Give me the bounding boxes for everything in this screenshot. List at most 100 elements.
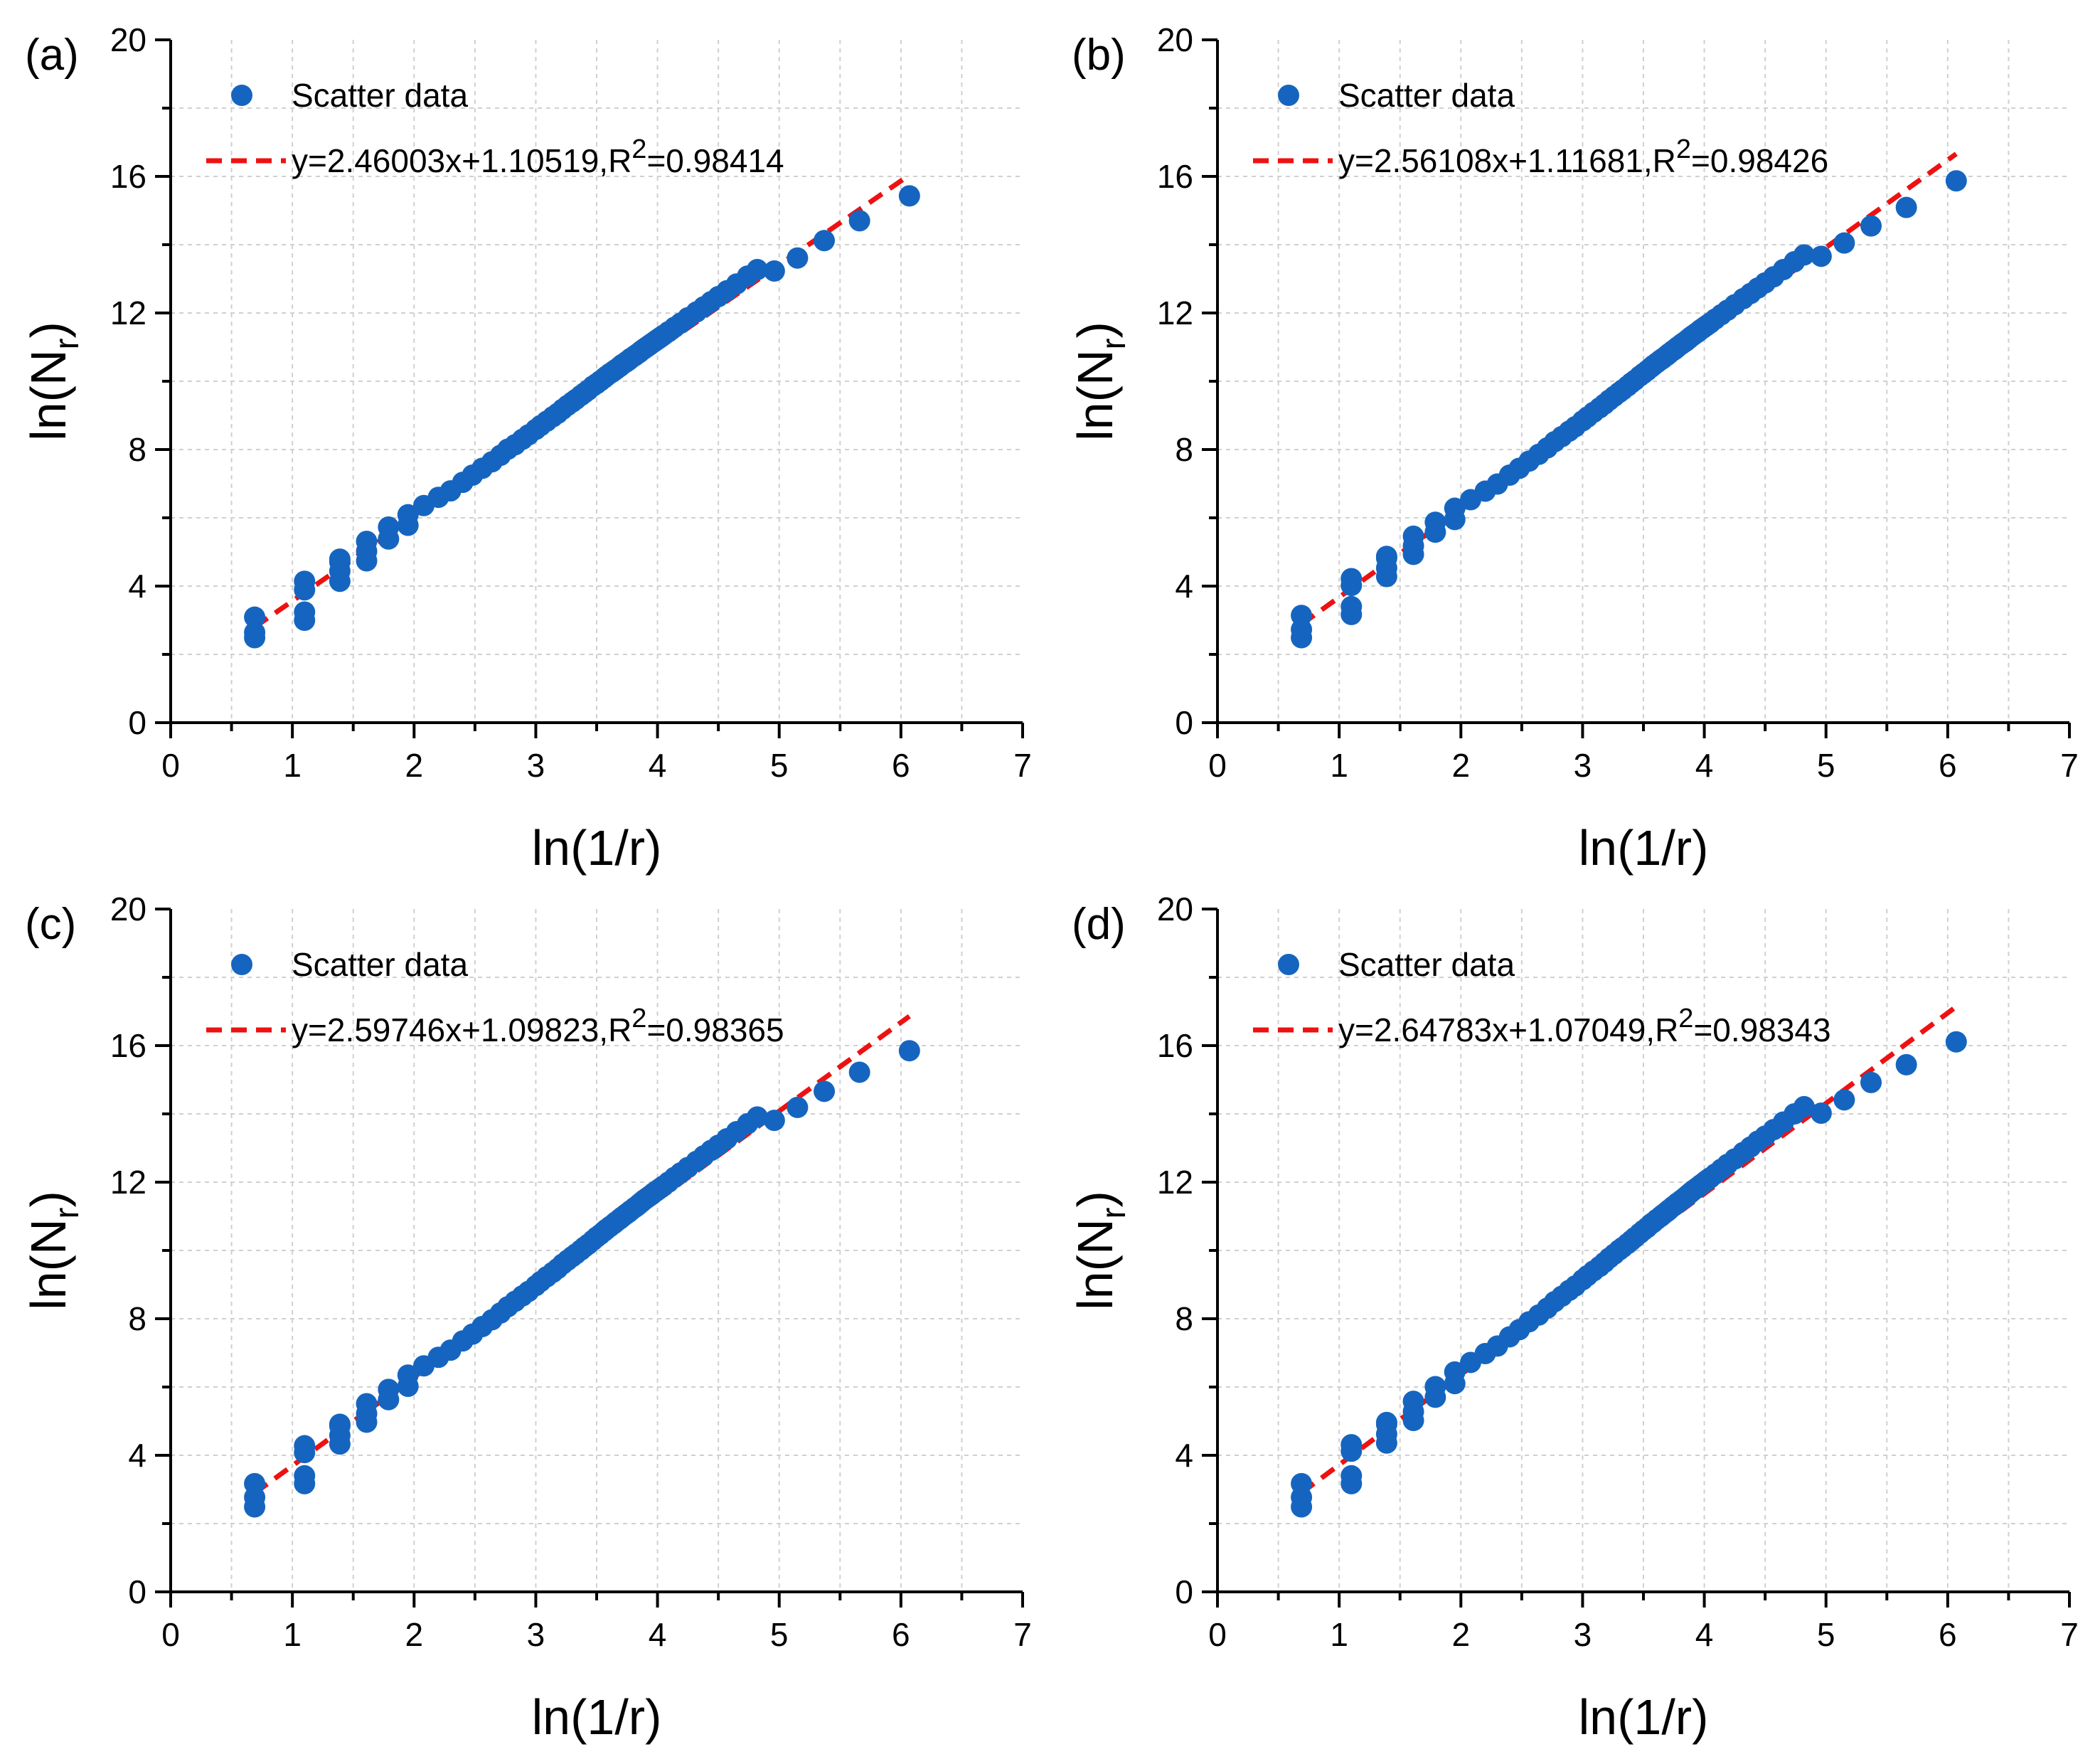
- legend: Scatter data y=2.59746x+1.09823,R2=0.9836…: [206, 946, 784, 1048]
- x-tick-label: 1: [283, 747, 302, 784]
- scatter-point: [763, 1110, 785, 1132]
- scatter-point: [814, 230, 836, 252]
- scatter-point: [746, 1106, 768, 1128]
- legend-fit-sup: 2: [631, 134, 646, 164]
- panel-b: 0 1 2 3 4 5 6 7048121620(b)ln(1/r)ln(Nr)Scatter…: [1067, 21, 2079, 876]
- scatter-series: [1291, 170, 1967, 649]
- legend-fit-suffix: =0.98365: [646, 1011, 784, 1048]
- y-tick-label: 4: [128, 568, 146, 605]
- scatter-point: [1341, 595, 1363, 617]
- legend-fit-prefix: y=2.46003x+1.10519,R: [292, 142, 631, 179]
- y-tick-label: 12: [1157, 1164, 1193, 1201]
- x-tick-label: 7: [1013, 1616, 1032, 1653]
- scatter-point: [763, 260, 785, 282]
- y-tick-label: 8: [128, 1300, 146, 1337]
- legend-scatter-marker: [1278, 954, 1299, 975]
- scatter-point: [1424, 1376, 1446, 1398]
- x-axis-title: ln(1/r): [1579, 820, 1709, 876]
- scatter-point: [898, 185, 920, 207]
- grid: [171, 909, 1023, 1592]
- scatter-point: [1402, 525, 1424, 547]
- scatter-point: [848, 1061, 870, 1083]
- legend-scatter-label: Scatter data: [1338, 77, 1515, 114]
- x-tick-label: 6: [892, 747, 910, 784]
- scatter-point: [294, 1435, 316, 1457]
- scatter-point: [397, 1364, 419, 1386]
- y-axis-title-close: ): [1067, 1191, 1123, 1207]
- scatter-point: [1860, 1071, 1882, 1093]
- legend: Scatter data y=2.46003x+1.10519,R2=0.9841…: [206, 77, 784, 179]
- scatter-point: [378, 1378, 400, 1401]
- y-axis-title-sub: r: [48, 338, 86, 349]
- panel-a: 0 1 2 3 4 5 6 7048121620(a)ln(1/r)ln(Nr)Scatter…: [21, 21, 1032, 876]
- y-axis-title-sub: r: [1095, 338, 1133, 349]
- scatter-point: [1402, 1391, 1424, 1413]
- y-axis-title-main: ln(N: [21, 1218, 76, 1309]
- x-tick-label: 4: [649, 1616, 667, 1653]
- y-tick-label: 4: [1175, 568, 1193, 605]
- legend-fit-sup: 2: [1678, 1004, 1693, 1034]
- y-axis-title-close: ): [21, 322, 76, 338]
- x-axis-title: ln(1/r): [532, 1689, 662, 1745]
- x-tick-label: 1: [1330, 747, 1348, 784]
- grid: [1217, 909, 2069, 1592]
- legend-scatter-marker: [1278, 85, 1299, 106]
- legend-scatter-label: Scatter data: [292, 77, 468, 114]
- grid: [1217, 40, 2069, 723]
- y-tick-label: 4: [128, 1437, 146, 1474]
- scatter-series: [244, 1040, 920, 1518]
- y-tick-label: 20: [1157, 21, 1193, 58]
- scatter-point: [378, 516, 400, 538]
- panel-label: (b): [1072, 31, 1126, 80]
- y-tick-label: 20: [1157, 891, 1193, 928]
- x-tick-label: 5: [770, 747, 789, 784]
- scatter-point: [294, 570, 316, 593]
- scatter-point: [244, 606, 266, 628]
- legend-fit-sup: 2: [1676, 134, 1691, 164]
- legend-fit-label: y=2.56108x+1.11681,R2=0.98426: [1338, 134, 1828, 179]
- y-tick-label: 12: [110, 294, 146, 331]
- x-tick-label: 2: [1451, 747, 1470, 784]
- x-tick-label: 1: [283, 1616, 302, 1653]
- scatter-point: [294, 1465, 316, 1487]
- y-axis-title: ln(Nr): [21, 322, 86, 441]
- x-tick-label: 0: [1208, 747, 1227, 784]
- scatter-point: [1810, 245, 1832, 267]
- y-tick-label: 8: [1175, 431, 1193, 468]
- scatter-point: [1810, 1102, 1832, 1125]
- legend-fit-suffix: =0.98343: [1693, 1011, 1830, 1048]
- scatter-series: [1291, 1031, 1967, 1518]
- scatter-point: [1291, 1472, 1313, 1494]
- y-tick-label: 16: [1157, 158, 1193, 195]
- scatter-point: [1895, 196, 1917, 218]
- y-axis-title-main: ln(N: [1067, 349, 1123, 440]
- legend-fit-suffix: =0.98414: [646, 142, 784, 179]
- scatter-point: [1833, 1089, 1855, 1111]
- x-tick-label: 2: [1451, 1616, 1470, 1653]
- scatter-point: [787, 1096, 809, 1118]
- scatter-point: [1444, 497, 1466, 519]
- x-tick-label: 0: [161, 747, 180, 784]
- panel-d: 0 1 2 3 4 5 6 7048121620(d)ln(1/r)ln(Nr)Scatter…: [1067, 891, 2079, 1745]
- y-tick-label: 0: [1175, 1573, 1193, 1610]
- x-tick-label: 6: [1939, 747, 1957, 784]
- panel-label: (a): [25, 31, 79, 80]
- panel-label: (c): [25, 900, 76, 949]
- scatter-point: [397, 504, 419, 526]
- scatter-point: [1424, 511, 1446, 533]
- x-tick-label: 7: [2060, 747, 2079, 784]
- y-tick-label: 16: [110, 158, 146, 195]
- y-tick-label: 0: [128, 704, 146, 741]
- scatter-point: [356, 1393, 378, 1415]
- y-axis-title-close: ): [1067, 322, 1123, 338]
- scatter-point: [1291, 605, 1313, 627]
- scatter-point: [1341, 568, 1363, 590]
- legend-fit-prefix: y=2.59746x+1.09823,R: [292, 1011, 631, 1048]
- scatter-point: [1375, 546, 1397, 568]
- scatter-point: [1341, 1434, 1363, 1456]
- legend-fit-label: y=2.59746x+1.09823,R2=0.98365: [292, 1004, 784, 1048]
- scatter-point: [329, 1413, 351, 1435]
- legend-scatter-marker: [231, 954, 252, 975]
- y-axis-title-close: ): [21, 1191, 76, 1207]
- scatter-point: [1860, 215, 1882, 237]
